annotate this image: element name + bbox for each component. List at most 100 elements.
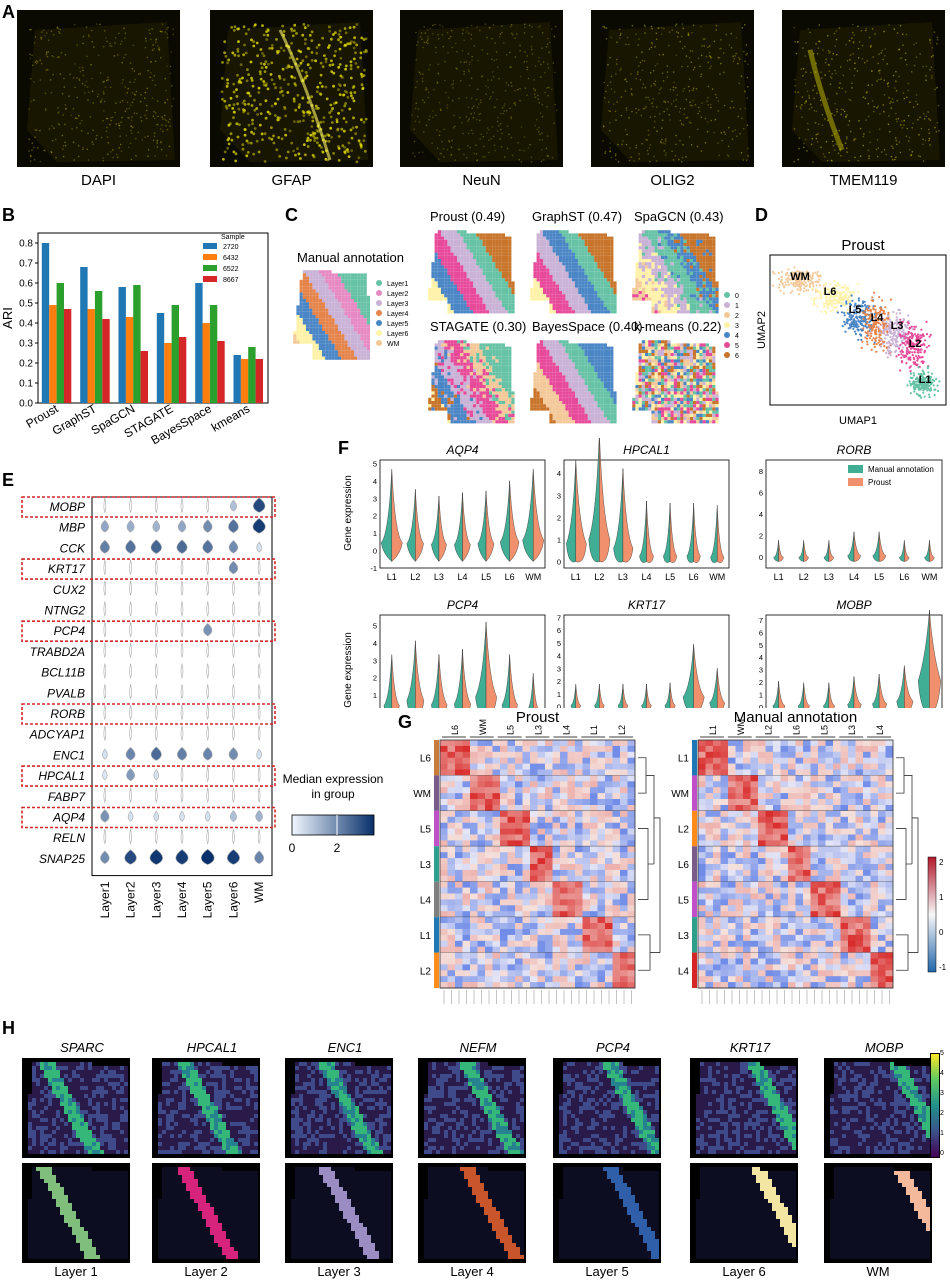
signal-dot <box>261 24 264 27</box>
signal-dot <box>664 101 667 103</box>
legend-dot-Layer1 <box>376 280 382 286</box>
signal-dot <box>514 101 516 104</box>
signal-dot <box>310 95 313 99</box>
f-violin-left-HPCAL1-L4 <box>639 500 647 563</box>
signal-dot <box>466 31 468 33</box>
signal-dot <box>348 107 352 111</box>
signal-dot <box>604 152 606 154</box>
highlight-box-RORB <box>21 703 276 725</box>
bar-8667-Proust <box>63 309 72 403</box>
umap-label-L6: L6 <box>824 286 837 298</box>
signal-dot <box>471 55 473 58</box>
signal-dot <box>452 79 455 82</box>
signal-dot <box>652 105 654 108</box>
signal-dot <box>603 125 605 128</box>
signal-dot <box>938 130 940 132</box>
signal-dot <box>458 148 461 151</box>
signal-dot <box>105 37 107 39</box>
signal-dot <box>225 106 229 110</box>
signal-dot <box>153 117 156 120</box>
signal-dot <box>553 36 556 38</box>
signal-dot <box>124 53 127 56</box>
signal-dot <box>283 128 287 131</box>
signal-dot <box>50 150 52 153</box>
signal-dot <box>223 99 227 103</box>
legend-dot-Layer5 <box>376 320 382 326</box>
signal-dot <box>905 135 908 137</box>
signal-dot <box>349 60 353 64</box>
signal-dot <box>546 87 548 89</box>
f-xtick-L4: L4 <box>641 572 651 582</box>
f-xtick-L5: L5 <box>874 572 884 582</box>
f-ytick: 5 <box>557 639 561 648</box>
signal-dot <box>304 55 308 59</box>
signal-dot <box>359 145 363 149</box>
signal-dot <box>450 153 453 156</box>
signal-dot <box>852 53 854 55</box>
signal-dot <box>441 140 443 143</box>
signal-dot <box>91 41 93 43</box>
signal-dot <box>526 94 528 97</box>
signal-dot <box>815 137 818 140</box>
signal-dot <box>342 129 346 133</box>
signal-dot <box>224 54 228 58</box>
signal-dot <box>929 39 931 42</box>
signal-dot <box>107 153 109 155</box>
signal-dot <box>253 127 257 130</box>
signal-dot <box>857 47 860 50</box>
f-ytick: 4 <box>759 510 763 519</box>
signal-dot <box>161 23 164 25</box>
f-violin-right-HPCAL1-L5 <box>669 503 677 563</box>
signal-dot <box>125 108 128 110</box>
f-ytick: 4 <box>373 477 377 486</box>
signal-dot <box>552 62 555 64</box>
signal-dot <box>230 26 234 29</box>
signal-dot <box>346 42 350 46</box>
signal-dot <box>56 27 59 29</box>
signal-dot <box>621 143 623 146</box>
signal-dot <box>253 98 256 102</box>
signal-dot <box>428 118 430 121</box>
signal-dot <box>121 61 123 64</box>
violin-PCP4-Layer1 <box>103 622 107 638</box>
signal-dot <box>269 73 273 76</box>
signal-dot <box>710 57 712 59</box>
signal-dot <box>607 63 609 66</box>
signal-dot <box>829 51 831 53</box>
signal-dot <box>39 129 41 132</box>
signal-dot <box>644 86 647 89</box>
signal-dot <box>802 67 805 70</box>
signal-dot <box>537 26 540 29</box>
signal-dot <box>241 147 245 151</box>
method-tissue-5 <box>632 340 719 424</box>
signal-dot <box>655 160 658 162</box>
signal-dot <box>53 127 55 129</box>
f-violin-right-KRT17-L1 <box>575 683 581 708</box>
signal-dot <box>151 49 154 51</box>
signal-dot <box>259 62 263 65</box>
signal-dot <box>274 102 277 106</box>
signal-dot <box>840 155 842 157</box>
signal-dot <box>363 149 367 153</box>
signal-dot <box>74 63 76 65</box>
signal-dot <box>819 99 822 101</box>
signal-dot <box>867 102 870 105</box>
signal-dot <box>814 122 817 124</box>
signal-dot <box>511 32 513 35</box>
signal-dot <box>319 93 323 96</box>
signal-dot <box>29 57 32 60</box>
signal-dot <box>168 145 171 148</box>
h-layer-svg <box>559 1167 659 1259</box>
signal-dot <box>883 94 886 96</box>
signal-dot <box>132 44 135 47</box>
violin-RORB-Layer2 <box>129 704 132 721</box>
signal-dot <box>139 100 142 103</box>
signal-dot <box>668 31 671 33</box>
tissue-region <box>601 22 749 162</box>
signal-dot <box>437 72 440 75</box>
f-violin-left-MOBP-L2 <box>797 682 804 708</box>
signal-dot <box>654 115 656 118</box>
signal-dot <box>324 57 328 61</box>
signal-dot <box>641 142 643 145</box>
signal-dot <box>45 32 48 34</box>
